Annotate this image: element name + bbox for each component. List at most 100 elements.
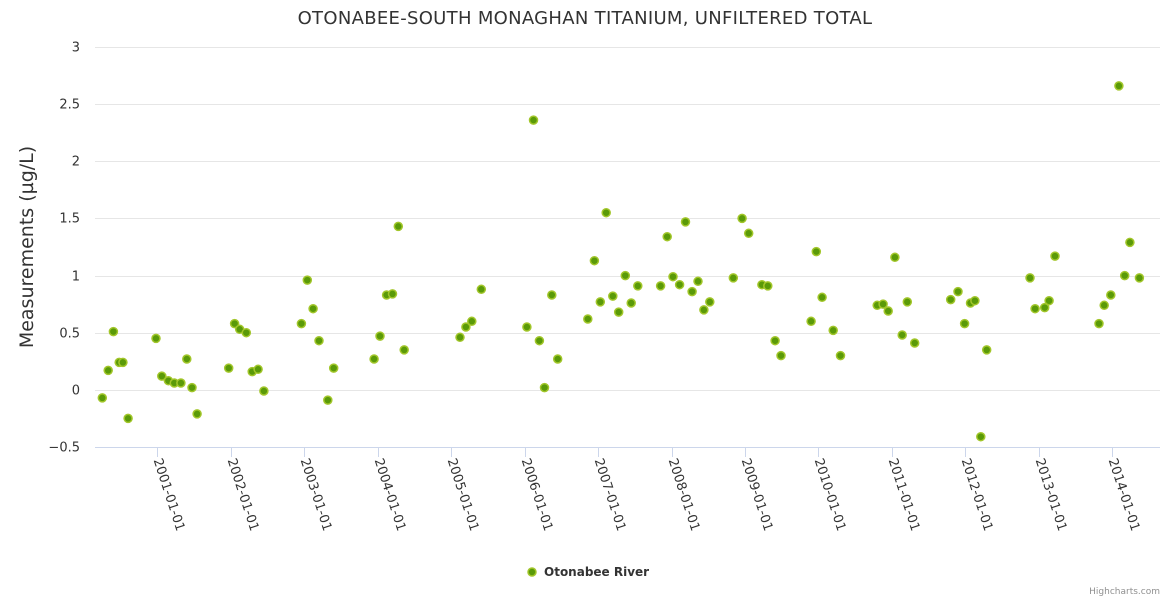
data-point[interactable] [613,307,624,317]
data-point[interactable] [1039,302,1050,313]
data-point[interactable] [1025,273,1035,283]
data-points[interactable] [97,81,1145,442]
data-point[interactable] [1134,273,1145,283]
legend[interactable]: Otonabee River [527,565,649,579]
data-point[interactable] [328,363,339,373]
data-point[interactable] [737,213,747,224]
data-point[interactable] [476,284,487,295]
y-tick-label: −0.5 [48,441,80,456]
data-point[interactable] [1125,237,1135,248]
data-point[interactable] [552,354,563,364]
data-point[interactable] [241,327,252,338]
data-point[interactable] [817,292,827,303]
data-point[interactable] [296,318,307,329]
data-point[interactable] [467,316,477,327]
data-point[interactable] [369,354,379,364]
data-point[interactable] [539,382,550,393]
data-point[interactable] [655,281,666,291]
data-point[interactable] [828,325,838,336]
data-point[interactable] [959,318,970,329]
y-axis-ticks: −0.5 0 0.5 1 1.5 2 2.5 3 [48,41,80,456]
data-point[interactable] [1030,303,1040,314]
data-point[interactable] [878,299,888,309]
data-point[interactable] [302,275,313,285]
data-point[interactable] [399,345,409,355]
data-point[interactable] [393,221,404,232]
data-point[interactable] [1050,251,1060,261]
data-point[interactable] [455,332,465,343]
data-point[interactable] [229,318,240,329]
data-point[interactable] [811,246,822,257]
data-point[interactable] [945,294,956,305]
data-point[interactable] [182,354,192,364]
data-point[interactable] [103,365,113,376]
data-point[interactable] [953,286,963,297]
data-point[interactable] [253,364,263,375]
data-point[interactable] [176,378,186,388]
data-point[interactable] [626,298,636,308]
data-point[interactable] [668,271,678,282]
data-point[interactable] [743,228,754,239]
data-point[interactable] [308,303,318,314]
data-point[interactable] [1094,318,1104,329]
data-point[interactable] [461,322,471,332]
data-point[interactable] [375,331,385,341]
data-point[interactable] [192,409,202,419]
data-point[interactable] [583,314,593,324]
data-point[interactable] [835,350,846,361]
data-point[interactable] [680,217,691,227]
data-point[interactable] [728,273,739,283]
data-point[interactable] [157,371,167,381]
data-point[interactable] [890,252,900,263]
data-point[interactable] [528,115,539,125]
data-point[interactable] [108,326,119,337]
data-point[interactable] [620,270,631,281]
data-point[interactable] [674,279,685,290]
data-point[interactable] [522,322,532,332]
data-point[interactable] [97,393,108,403]
data-point[interactable] [687,286,697,297]
data-point[interactable] [909,338,920,348]
data-point[interactable] [763,281,773,291]
data-point[interactable] [223,363,234,373]
data-point[interactable] [259,386,269,396]
x-tick-label: 2006-01-01 [518,457,556,533]
data-point[interactable] [970,295,980,306]
data-point[interactable] [776,350,786,361]
data-point[interactable] [595,297,606,307]
data-point[interactable] [705,297,715,307]
data-point[interactable] [902,297,913,307]
data-point[interactable] [981,345,992,355]
data-point[interactable] [1044,295,1054,306]
data-point[interactable] [608,291,618,301]
data-point[interactable] [1114,81,1124,91]
data-point[interactable] [1106,290,1116,300]
data-point[interactable] [118,357,128,368]
data-point[interactable] [883,306,893,316]
data-point[interactable] [897,330,907,340]
grid-lines [95,47,1160,391]
data-point[interactable] [806,316,816,327]
data-point[interactable] [123,413,133,424]
data-point[interactable] [1119,270,1130,281]
data-point[interactable] [589,255,600,266]
data-point[interactable] [534,335,545,346]
data-point[interactable] [151,333,161,344]
credits-link[interactable]: Highcharts.com [1089,587,1160,597]
data-point[interactable] [1099,300,1109,311]
data-point[interactable] [387,289,398,299]
data-point[interactable] [699,305,709,315]
data-point[interactable] [976,431,986,442]
data-point[interactable] [187,382,197,393]
data-point[interactable] [770,335,780,346]
legend-label[interactable]: Otonabee River [544,565,649,579]
legend-marker [527,567,537,577]
data-point[interactable] [693,276,703,287]
data-point[interactable] [662,231,672,242]
data-point[interactable] [633,281,643,291]
data-point[interactable] [323,395,333,405]
data-point[interactable] [601,207,611,218]
data-point[interactable] [547,290,557,300]
data-point[interactable] [314,335,324,346]
y-tick-label: 3 [72,41,80,56]
